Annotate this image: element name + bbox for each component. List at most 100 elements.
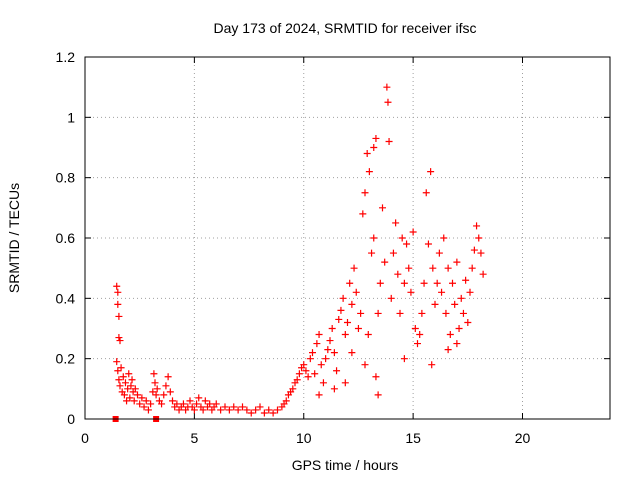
data-point [418,309,426,317]
data-point [150,370,158,378]
y-tick-label: 1 [67,109,75,125]
data-point [315,391,323,399]
data-point [134,391,141,399]
data-point [293,376,301,384]
data-point [403,240,411,248]
data-point [113,358,121,366]
data-point [348,300,356,308]
data-point [317,361,325,369]
chart-title: Day 173 of 2024, SRMTID for receiver ifs… [214,20,477,36]
data-point [123,397,131,405]
data-point [130,397,138,405]
data-point [440,234,448,242]
data-point [381,258,389,266]
y-tick-label: 1.2 [56,49,76,65]
data-point [127,382,135,390]
data-point [370,234,378,242]
data-point [142,397,150,405]
data-point [453,340,461,348]
data-point [199,406,207,414]
data-point [153,385,161,393]
data-point [433,279,441,287]
data-point [372,373,380,381]
data-point [387,294,395,302]
data-point [201,397,209,405]
data-point [457,294,465,302]
data-point [341,379,349,387]
data-point [422,189,430,197]
data-point [428,361,436,369]
data-point [131,385,139,393]
data-point [193,400,201,408]
data-point [315,331,323,339]
data-point [119,373,127,381]
data-point [361,361,369,369]
y-tick-label: 0 [67,411,75,427]
data-point [289,385,297,393]
data-point [475,234,483,242]
data-point [239,403,246,411]
x-tick-label: 5 [190,430,198,446]
data-point [186,397,194,405]
data-point [252,406,260,414]
data-point [234,406,242,414]
data-point [409,228,417,236]
data-point [212,400,220,408]
data-point [328,325,336,332]
data-point [138,394,146,402]
data-point [429,264,437,272]
data-point [341,331,349,339]
data-point [140,403,148,411]
data-point [333,367,341,375]
data-point [335,315,343,323]
data-point [306,355,314,363]
data-point [354,325,362,332]
data-point [442,309,450,317]
data-point [265,406,273,414]
data-point [365,168,373,176]
x-tick-label: 0 [81,430,89,446]
data-point [282,397,290,405]
data-point [462,276,470,284]
data-point [400,355,408,363]
data-point [169,397,176,405]
data-point [113,282,121,290]
data-point [149,388,157,396]
data-point [449,279,456,287]
data-point [120,391,128,399]
data-point [114,367,122,375]
data-point [117,364,125,372]
data-point [295,370,303,378]
data-point [121,379,129,387]
data-point [162,382,170,390]
data-point [435,249,443,257]
data-point [311,370,319,378]
data-point [319,379,327,387]
data-point [466,288,474,296]
data-point [420,279,428,287]
data-point [344,318,351,326]
data-point [274,406,281,414]
data-point [322,355,330,363]
data-point [361,189,369,197]
x-tick-label: 15 [405,430,421,446]
data-point [179,400,187,408]
data-point [124,385,132,393]
data-point [269,409,277,417]
data-point [370,144,378,151]
data-point [114,300,122,308]
data-point [125,370,133,378]
data-point [431,300,439,308]
data-point [247,409,255,417]
data-point [407,288,415,296]
data-point [126,394,134,402]
data-point [451,300,459,308]
data-point [221,403,229,411]
data-point [136,400,144,408]
data-point [427,168,435,176]
data-point [372,134,380,142]
y-tick-label: 0.2 [56,351,76,367]
x-tick-label: 10 [296,430,312,446]
data-point [330,385,338,393]
